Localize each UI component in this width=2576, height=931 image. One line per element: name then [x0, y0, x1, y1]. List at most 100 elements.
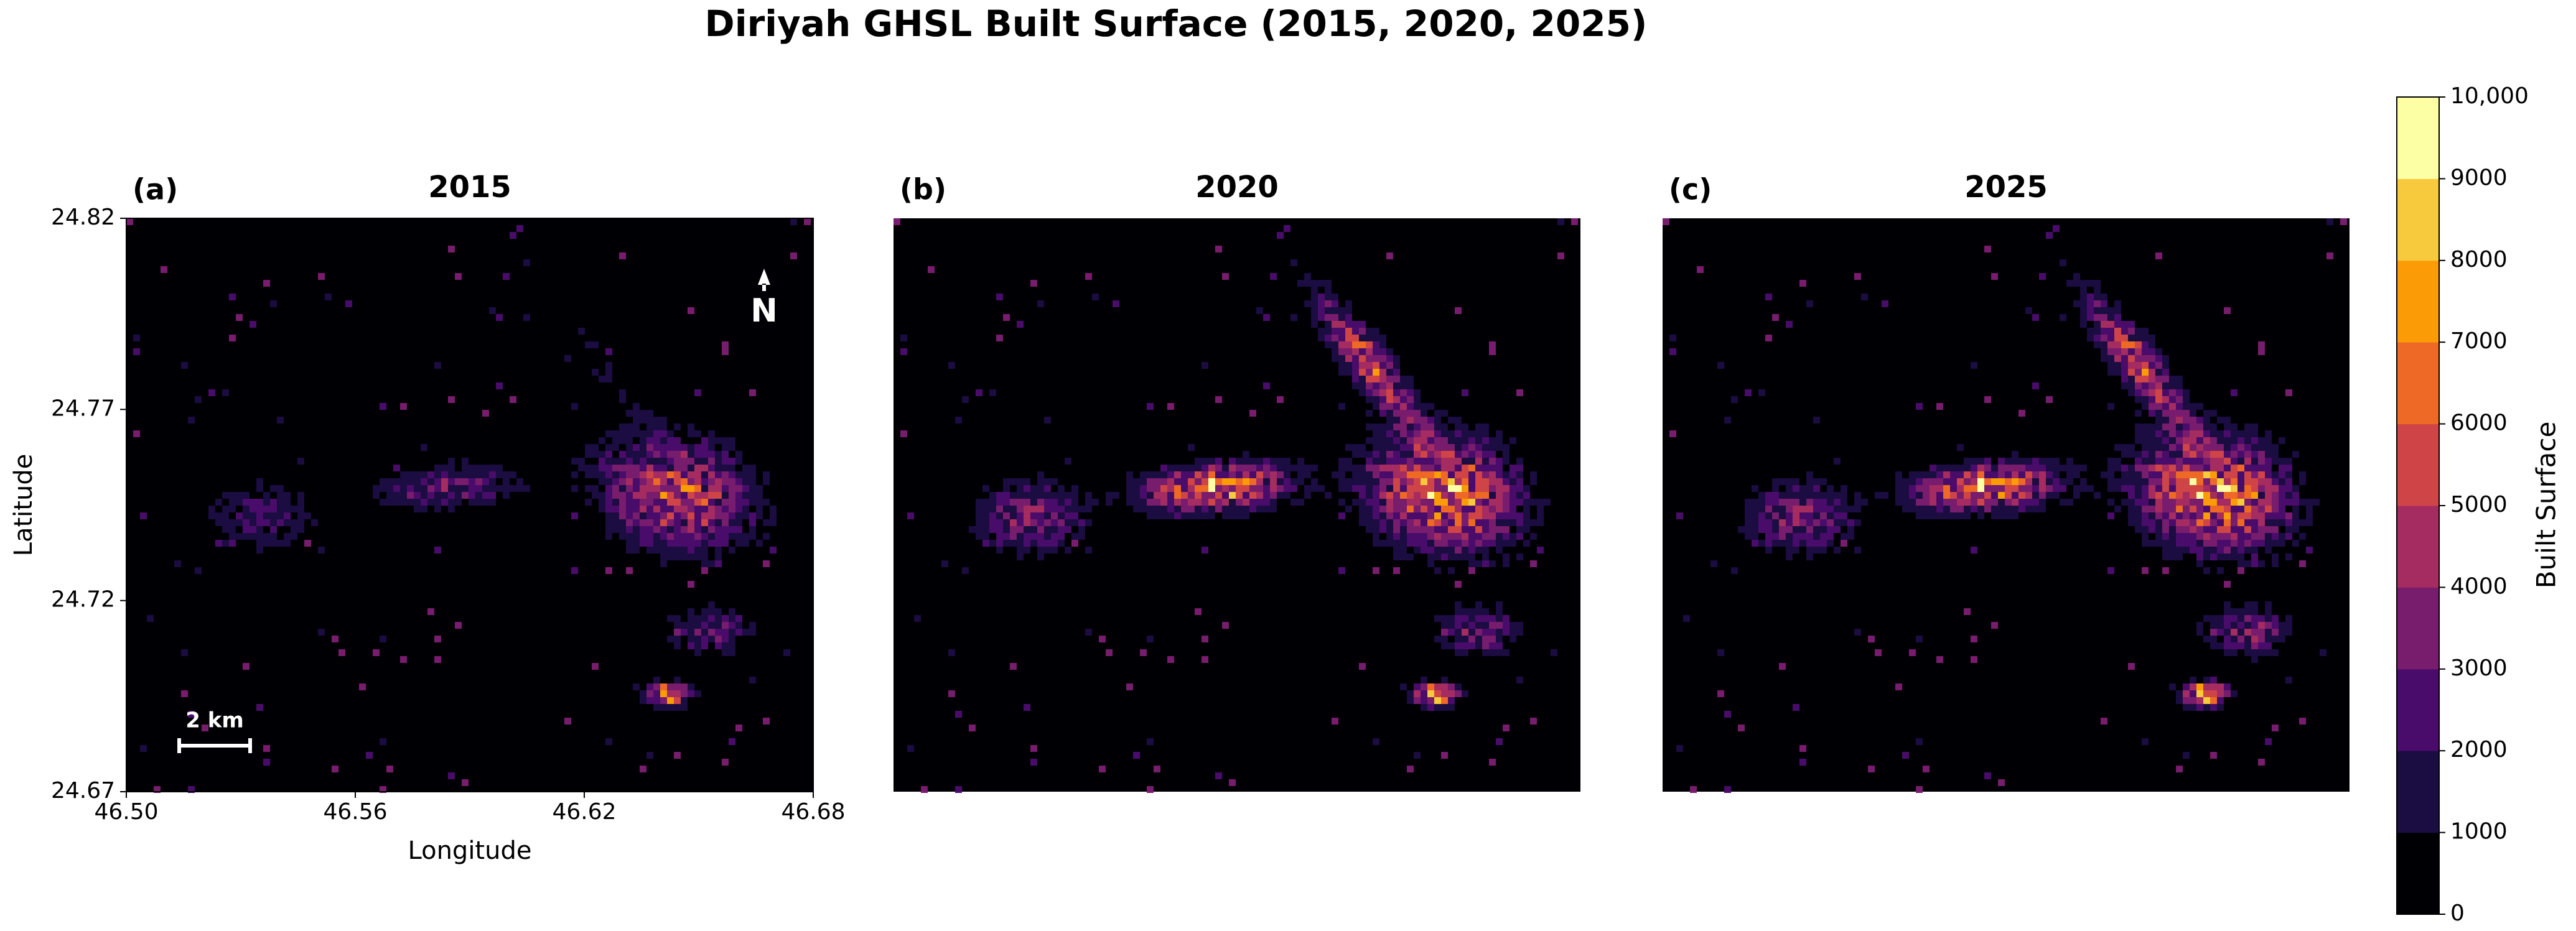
- raster-cell: [1434, 465, 1441, 471]
- raster-cell: [1799, 280, 1806, 287]
- raster-cell: [1984, 246, 1991, 252]
- raster-cell: [208, 389, 215, 396]
- raster-cell: [646, 451, 653, 458]
- raster-cell: [1427, 492, 1434, 499]
- raster-cell: [1998, 506, 2005, 512]
- raster-cell: [1482, 512, 1489, 519]
- raster-cell: [2018, 465, 2025, 471]
- raster-cell: [2279, 506, 2285, 512]
- raster-cell: [2258, 759, 2265, 766]
- raster-cell: [2265, 512, 2272, 519]
- raster-cell: [1010, 519, 1017, 526]
- raster-cell: [400, 471, 407, 478]
- raster-cell: [2101, 307, 2107, 314]
- raster-cell: [2210, 444, 2217, 451]
- raster-cell: [2114, 348, 2121, 355]
- raster-cell: [1482, 471, 1489, 478]
- raster-cell: [277, 512, 284, 519]
- raster-cell: [2244, 547, 2251, 554]
- raster-cell: [1902, 506, 1909, 512]
- raster-cell: [2210, 697, 2217, 704]
- raster-cell: [653, 512, 660, 519]
- raster-cell: [421, 478, 427, 485]
- raster-cell: [407, 492, 414, 499]
- raster-cell: [1181, 499, 1188, 506]
- raster-cell: [742, 492, 749, 499]
- raster-cell: [1448, 458, 1455, 465]
- raster-cell: [2272, 636, 2279, 642]
- raster-cell: [701, 512, 708, 519]
- raster-cell: [1669, 335, 1676, 341]
- raster-cell: [2025, 492, 2032, 499]
- raster-cell: [2292, 506, 2299, 512]
- raster-cell: [640, 499, 646, 506]
- raster-cell: [222, 519, 229, 526]
- raster-cell: [2292, 451, 2299, 458]
- raster-cell: [2121, 478, 2128, 485]
- raster-cell: [1181, 485, 1188, 492]
- raster-cell: [2135, 382, 2142, 389]
- raster-cell: [1758, 506, 1765, 512]
- raster-cell: [2190, 512, 2196, 519]
- raster-cell: [1085, 629, 1092, 636]
- raster-cell: [1441, 444, 1448, 451]
- raster-cell: [708, 519, 715, 526]
- raster-cell: [2258, 649, 2265, 656]
- raster-cell: [1386, 417, 1393, 424]
- raster-cell: [2238, 608, 2244, 615]
- raster-cell: [2217, 417, 2224, 424]
- raster-cell: [982, 526, 989, 533]
- raster-cell: [2087, 307, 2094, 314]
- raster-cell: [2176, 492, 2183, 499]
- raster-cell: [804, 218, 811, 225]
- raster-cell: [653, 451, 660, 458]
- raster-cell: [1003, 485, 1010, 492]
- panel-title: 2025: [1964, 170, 2048, 205]
- raster-cell: [1393, 506, 1400, 512]
- raster-cell: [1181, 492, 1188, 499]
- raster-cell: [783, 649, 790, 656]
- raster-cell: [2251, 492, 2258, 499]
- raster-cell: [1496, 540, 1503, 547]
- raster-cell: [1496, 437, 1503, 444]
- raster-cell: [1400, 547, 1407, 554]
- raster-cell: [1427, 499, 1434, 506]
- raster-cell: [2279, 437, 2285, 444]
- raster-cell: [441, 485, 448, 492]
- raster-cell: [1772, 314, 1779, 321]
- raster-cell: [2025, 465, 2032, 471]
- raster-cell: [2183, 478, 2190, 485]
- raster-cell: [2272, 649, 2279, 656]
- raster-cell: [653, 519, 660, 526]
- raster-cell: [708, 601, 715, 608]
- raster-cell: [1421, 471, 1427, 478]
- raster-cell: [1998, 492, 2005, 499]
- raster-cell: [1366, 362, 1373, 369]
- raster-cell: [318, 629, 325, 636]
- raster-cell: [1434, 704, 1441, 711]
- raster-cell: [448, 246, 455, 252]
- raster-cell: [1359, 382, 1366, 389]
- raster-cell: [1051, 526, 1058, 533]
- raster-cell: [1779, 478, 1786, 485]
- raster-cell: [1977, 499, 1984, 506]
- raster-cell: [681, 478, 688, 485]
- raster-cell: [1971, 478, 1977, 485]
- raster-cell: [455, 485, 462, 492]
- raster-cell: [2203, 424, 2210, 430]
- raster-cell: [1256, 492, 1263, 499]
- raster-cell: [1229, 465, 1236, 471]
- raster-cell: [1916, 506, 1923, 512]
- raster-cell: [646, 512, 653, 519]
- raster-cell: [1373, 355, 1379, 362]
- raster-cell: [749, 629, 756, 636]
- panel-label: (b): [900, 173, 946, 206]
- raster-cell: [1414, 396, 1421, 403]
- raster-cell: [1393, 451, 1400, 458]
- raster-cell: [1003, 492, 1010, 499]
- raster-cell: [660, 499, 667, 506]
- raster-cell: [1530, 471, 1537, 478]
- raster-cell: [1373, 396, 1379, 403]
- raster-cell: [1765, 506, 1772, 512]
- raster-cell: [585, 444, 592, 451]
